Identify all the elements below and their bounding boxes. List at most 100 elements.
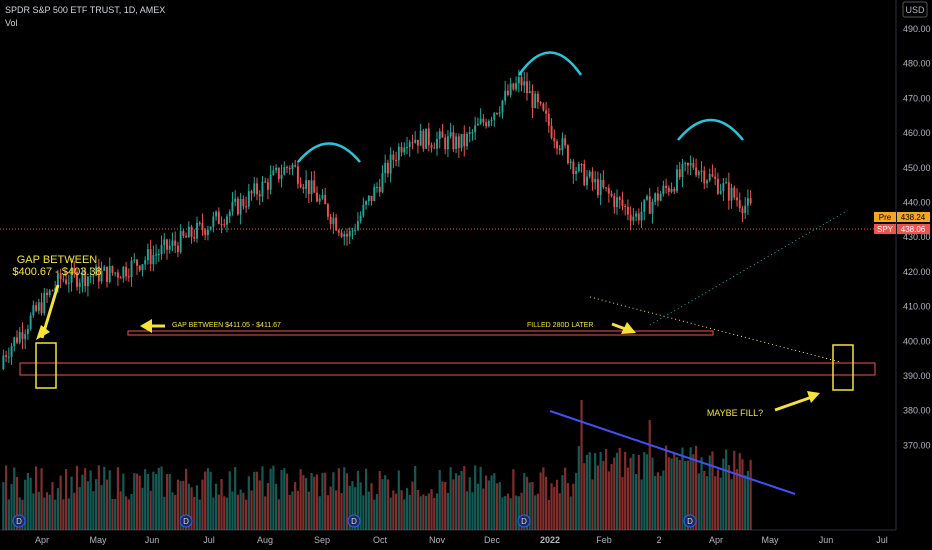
candle-body — [76, 272, 78, 287]
time-tick-label: Jun — [819, 535, 834, 545]
price-tick-label: 450.00 — [903, 163, 931, 173]
volume-bar — [86, 481, 89, 530]
candle-body — [643, 199, 646, 212]
candle-body — [482, 118, 485, 123]
candle-body — [29, 315, 32, 330]
volume-bar — [714, 476, 717, 530]
volume-bar — [651, 457, 654, 530]
volume-bar — [264, 496, 267, 530]
volume-bar — [155, 474, 158, 530]
right-shoulder-arc[interactable] — [677, 118, 744, 141]
volume-bar — [24, 479, 27, 530]
volume-bar — [111, 498, 114, 530]
candle-body — [479, 118, 482, 124]
price-tick-label: 370.00 — [903, 440, 931, 450]
volume-bar — [174, 494, 177, 530]
gap-box-400[interactable] — [19, 362, 876, 376]
volume-bar — [356, 470, 359, 530]
candle-body — [547, 113, 550, 126]
candle-body — [736, 197, 738, 201]
volume-bar — [569, 496, 572, 530]
candle-body — [86, 276, 89, 287]
dividend-marker[interactable] — [12, 514, 26, 528]
candle-body — [662, 185, 665, 195]
candle-body — [553, 137, 556, 142]
candle-body — [215, 211, 218, 217]
volume-bar — [495, 483, 499, 530]
rising-trendline[interactable] — [649, 211, 846, 326]
volume-bar — [337, 468, 340, 530]
candle-body — [359, 215, 362, 222]
dividend-marker[interactable] — [347, 514, 361, 528]
candle-body — [204, 229, 207, 236]
candle-body — [686, 162, 689, 166]
candle-body — [103, 266, 106, 271]
candle-body — [253, 183, 256, 194]
volume-bar — [2, 482, 5, 530]
future-fill-box[interactable] — [832, 344, 854, 391]
currency-badge[interactable] — [902, 1, 928, 18]
gap-highlight-box[interactable] — [35, 342, 57, 389]
volume-bar — [703, 470, 706, 530]
gap-annotation-line1: GAP BETWEEN — [17, 254, 98, 266]
candle-body — [73, 267, 76, 273]
candle-body — [245, 206, 248, 208]
volume-bar — [643, 452, 646, 530]
dividend-marker[interactable] — [517, 514, 531, 528]
candle-body — [746, 198, 749, 206]
volume-bar — [670, 458, 673, 530]
volume-bar — [187, 483, 190, 530]
volume-bar — [7, 499, 10, 530]
volume-trendline[interactable] — [549, 410, 796, 495]
candle-body — [468, 132, 471, 134]
gap2-arrow-head — [140, 319, 152, 333]
dividend-marker[interactable] — [683, 514, 697, 528]
candle-body — [231, 201, 234, 212]
price-tick-label: 460.00 — [903, 128, 931, 138]
candle-body — [81, 271, 84, 283]
candle-body — [277, 167, 280, 180]
gap-box-411[interactable] — [127, 330, 714, 336]
volume-bar — [165, 474, 169, 530]
volume-bar — [637, 454, 640, 530]
pre-label: Pre — [879, 213, 892, 222]
candle-body — [463, 133, 466, 147]
volume-bar — [206, 468, 209, 530]
candle-body — [78, 282, 81, 287]
volume-bar — [607, 471, 610, 530]
volume-bar — [195, 485, 199, 530]
volume-bar — [645, 454, 649, 530]
volume-bar — [392, 490, 395, 530]
gap-arrow-head — [36, 325, 50, 340]
candle-body — [523, 81, 526, 86]
volume-bar — [225, 497, 229, 530]
volume-bar — [708, 455, 711, 530]
time-tick-label: 2022 — [540, 535, 560, 545]
candle-body — [378, 186, 381, 193]
volume-bar — [56, 488, 59, 530]
candle-body — [427, 128, 430, 146]
volume-bar — [26, 473, 29, 530]
volume-bar — [528, 482, 531, 530]
candle-body — [13, 337, 16, 347]
volume-bar — [438, 470, 441, 530]
candle-body — [719, 190, 722, 194]
volume-bar — [204, 471, 207, 530]
volume-bar — [103, 466, 106, 530]
candle-body — [146, 249, 149, 261]
volume-bar — [441, 481, 444, 530]
volume-bar — [198, 499, 201, 530]
time-tick-label: Nov — [429, 535, 446, 545]
head-arc[interactable] — [517, 51, 583, 76]
volume-bar — [575, 472, 578, 530]
volume-bar — [659, 475, 662, 530]
volume-bar — [54, 499, 57, 530]
candle-body — [607, 187, 610, 194]
volume-bar — [498, 482, 501, 530]
volume-bar — [640, 479, 643, 530]
dividend-marker[interactable] — [179, 514, 193, 528]
left-shoulder-arc[interactable] — [297, 142, 361, 163]
candle-body — [692, 162, 695, 168]
price-tick-label: 430.00 — [903, 232, 931, 242]
